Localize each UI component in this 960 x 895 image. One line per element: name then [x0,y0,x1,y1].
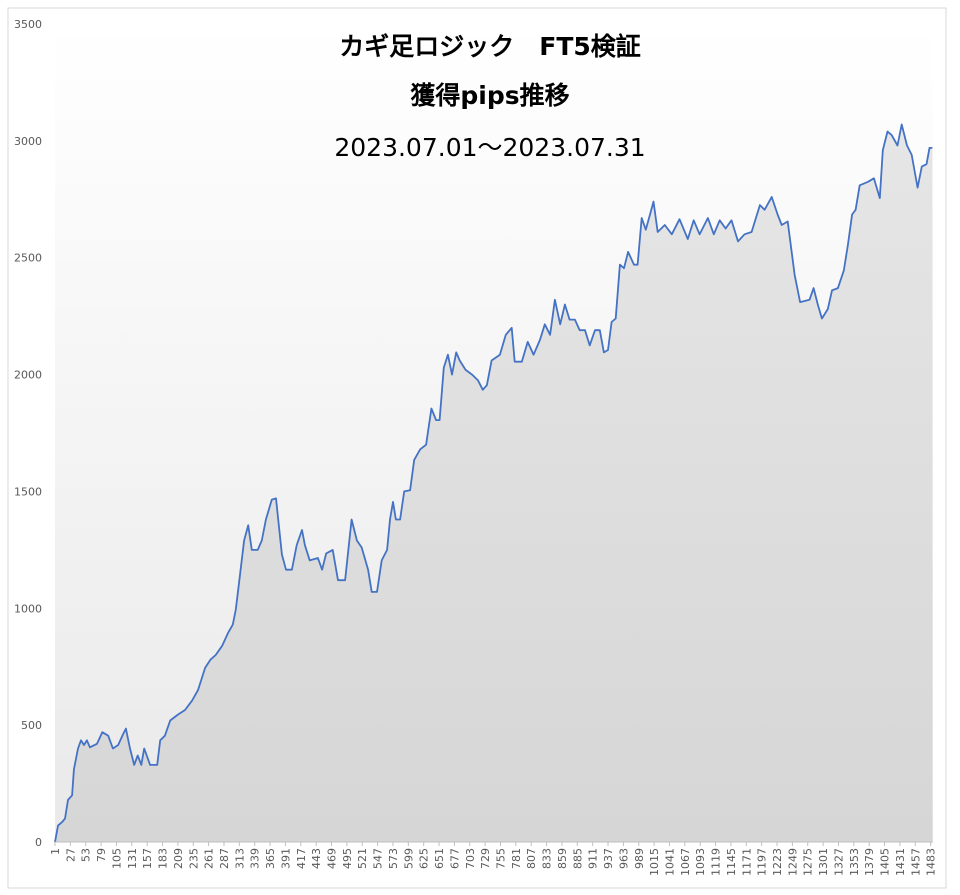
chart-title: カギ足ロジック FT5検証 [339,32,641,61]
x-tick-label: 183 [157,848,170,869]
x-tick-label: 261 [203,848,216,869]
x-tick-label: 1067 [679,848,692,876]
x-tick-label: 781 [510,848,523,869]
x-tick-label: 469 [326,848,339,869]
x-tick-label: 1197 [756,848,769,876]
x-tick-label: 1 [49,848,62,855]
x-tick-label: 287 [218,848,231,869]
x-tick-label: 1327 [832,848,845,876]
x-tick-label: 1353 [848,848,861,876]
x-tick-label: 1379 [863,848,876,876]
x-tick-label: 391 [279,848,292,869]
line [54,123,933,843]
x-tick-label: 417 [295,848,308,869]
x-tick-label: 131 [126,848,139,869]
x-tick-label: 1223 [771,848,784,876]
x-tick-label: 1483 [925,848,938,876]
x-tick-label: 729 [479,848,492,869]
x-tick-label: 1405 [879,848,892,876]
x-tick-label: 27 [64,848,77,862]
x-tick-label: 1171 [740,848,753,876]
x-tick-label: 313 [233,848,246,869]
area [55,124,933,842]
y-tick-label: 500 [21,719,42,732]
x-tick-label: 807 [525,848,538,869]
y-tick-label: 1000 [14,602,42,615]
y-tick-label: 3500 [14,18,42,31]
x-tick-label: 1119 [710,848,723,876]
x-tick-label: 1457 [909,848,922,876]
x-tick-label: 651 [433,848,446,869]
x-tick-label: 755 [494,848,507,869]
x-tick-label: 703 [464,848,477,869]
y-tick-label: 2500 [14,252,42,265]
x-tick-label: 1431 [894,848,907,876]
x-tick-label: 547 [372,848,385,869]
y-tick-label: 0 [35,836,42,849]
x-tick-label: 859 [556,848,569,869]
chart-date-range: 2023.07.01～2023.07.31 [334,133,645,162]
y-tick-label: 2000 [14,369,42,382]
x-tick-label: 339 [249,848,262,869]
x-tick-label: 677 [448,848,461,869]
y-tick-label: 1500 [14,485,42,498]
x-tick-label: 79 [95,848,108,862]
x-tick-label: 989 [633,848,646,869]
x-tick-label: 443 [310,848,323,869]
x-tick-label: 937 [602,848,615,869]
x-tick-label: 53 [80,848,93,862]
x-tick-label: 911 [587,848,600,869]
x-tick-label: 1249 [786,848,799,876]
x-tick-label: 365 [264,848,277,869]
x-tick-label: 157 [141,848,154,869]
x-tick-label: 833 [541,848,554,869]
x-tick-label: 1015 [648,848,661,876]
x-tick-label: 1093 [694,848,707,876]
x-tick-label: 1041 [663,848,676,876]
x-tick-label: 521 [356,848,369,869]
x-tick-label: 1301 [817,848,830,876]
x-tick-label: 209 [172,848,185,869]
x-tick-label: 105 [110,848,123,869]
x-tick-label: 1275 [802,848,815,876]
x-tick-label: 963 [617,848,630,869]
x-tick-label: 885 [571,848,584,869]
chart-subtitle: 獲得pips推移 [410,81,569,110]
x-tick-label: 495 [341,848,354,869]
x-tick-label: 625 [418,848,431,869]
y-tick-label: 3000 [14,135,42,148]
x-tick-label: 599 [402,848,415,869]
x-tick-label: 573 [387,848,400,869]
x-tick-label: 235 [187,848,200,869]
x-tick-label: 1145 [725,848,738,876]
